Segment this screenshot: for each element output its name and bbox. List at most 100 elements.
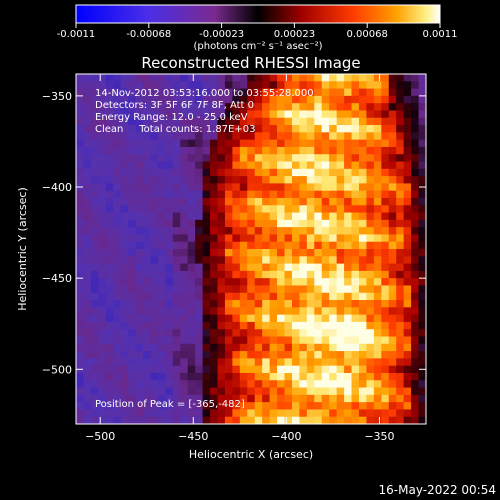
heatmap-cell — [247, 314, 256, 323]
heatmap-cell — [98, 321, 107, 330]
heatmap-cell — [329, 387, 338, 396]
heatmap-cell — [143, 394, 151, 403]
heatmap-cell — [358, 81, 367, 89]
heatmap-cell — [217, 234, 226, 243]
heatmap-cell — [254, 394, 263, 403]
heatmap-cell — [83, 190, 92, 199]
heatmap-cell — [172, 110, 181, 119]
heatmap-cell — [411, 278, 419, 286]
heatmap-cell — [210, 321, 218, 330]
heatmap-cell — [105, 81, 114, 89]
heatmap-cell — [299, 110, 308, 119]
heatmap-cell — [277, 139, 285, 148]
heatmap-cell — [314, 358, 323, 367]
heatmap-cell — [321, 365, 330, 374]
heatmap-cell — [210, 176, 218, 184]
heatmap-cell — [76, 402, 84, 410]
heatmap-cell — [180, 139, 189, 148]
heatmap-cell — [165, 95, 174, 104]
heatmap-cell — [143, 241, 151, 250]
heatmap-cell — [284, 285, 293, 294]
heatmap-cell — [98, 285, 107, 294]
heatmap-cell — [381, 365, 390, 374]
heatmap-cell — [180, 256, 189, 264]
heatmap-cell — [344, 270, 352, 279]
heatmap-cell — [224, 351, 233, 359]
heatmap-cell — [224, 212, 233, 221]
heatmap-cell — [291, 402, 300, 410]
heatmap-cell — [329, 292, 338, 301]
heatmap-cell — [336, 307, 345, 316]
heatmap-cell — [262, 307, 271, 316]
heatmap-cell — [105, 219, 114, 228]
heatmap-cell — [381, 343, 390, 352]
heatmap-cell — [351, 146, 360, 155]
heatmap-cell — [366, 285, 375, 294]
heatmap-cell — [291, 307, 300, 316]
heatmap-cell — [210, 241, 218, 250]
heatmap-cell — [180, 358, 189, 367]
heatmap-cell — [172, 81, 181, 89]
heatmap-cell — [180, 372, 189, 381]
heatmap-cell — [217, 168, 226, 177]
heatmap-cell — [113, 372, 122, 381]
heatmap-cell — [396, 409, 405, 418]
heatmap-cell — [224, 372, 233, 381]
heatmap-cell — [143, 249, 151, 257]
heatmap-cell — [262, 372, 271, 381]
heatmap-cell — [299, 212, 308, 221]
heatmap-cell — [105, 329, 114, 337]
heatmap-cell — [381, 132, 390, 141]
heatmap-cell — [411, 95, 419, 104]
heatmap-cell — [321, 212, 330, 221]
heatmap-cell — [262, 263, 271, 272]
heatmap-cell — [321, 219, 330, 228]
heatmap-cell — [381, 219, 390, 228]
heatmap-cell — [202, 307, 211, 316]
heatmap-cell — [76, 161, 84, 170]
heatmap-cell — [239, 387, 248, 396]
heatmap-cell — [403, 197, 412, 206]
heatmap-cell — [113, 380, 122, 388]
heatmap-cell — [247, 110, 256, 119]
heatmap-cell — [113, 234, 122, 243]
heatmap-cell — [202, 132, 211, 141]
heatmap-cell — [284, 234, 293, 243]
heatmap-cell — [381, 387, 390, 396]
heatmap-cell — [239, 365, 248, 374]
heatmap-cell — [373, 81, 382, 89]
heatmap-cell — [113, 343, 122, 352]
heatmap-cell — [269, 292, 278, 301]
heatmap-cell — [418, 409, 426, 418]
heatmap-cell — [336, 387, 345, 396]
heatmap-cell — [210, 263, 218, 272]
heatmap-cell — [150, 329, 159, 337]
heatmap-cell — [262, 205, 271, 213]
heatmap-cell — [344, 88, 352, 97]
heatmap-cell — [202, 197, 211, 206]
heatmap-cell — [76, 74, 84, 82]
heatmap-cell — [396, 300, 405, 308]
heatmap-cell — [98, 336, 107, 345]
heatmap-cell — [195, 139, 203, 148]
heatmap-cell — [321, 161, 330, 170]
heatmap-cell — [98, 132, 107, 141]
heatmap-cell — [76, 241, 84, 250]
heatmap-cell — [76, 292, 84, 301]
heatmap-cell — [329, 278, 338, 286]
heatmap-cell — [217, 387, 226, 396]
heatmap-cell — [187, 351, 196, 359]
heatmap-cell — [165, 314, 174, 323]
heatmap-cell — [269, 256, 278, 264]
heatmap-cell — [351, 95, 360, 104]
x-axis-label: Heliocentric X (arcsec) — [189, 448, 313, 461]
heatmap-cell — [83, 307, 92, 316]
heatmap-cell — [403, 270, 412, 279]
heatmap-cell — [76, 372, 84, 381]
heatmap-cell — [336, 146, 345, 155]
heatmap-cell — [90, 234, 99, 243]
x-tick-label: −500 — [85, 430, 115, 443]
heatmap-cell — [210, 125, 218, 133]
heatmap-cell — [157, 263, 166, 272]
heatmap-cell — [299, 205, 308, 213]
